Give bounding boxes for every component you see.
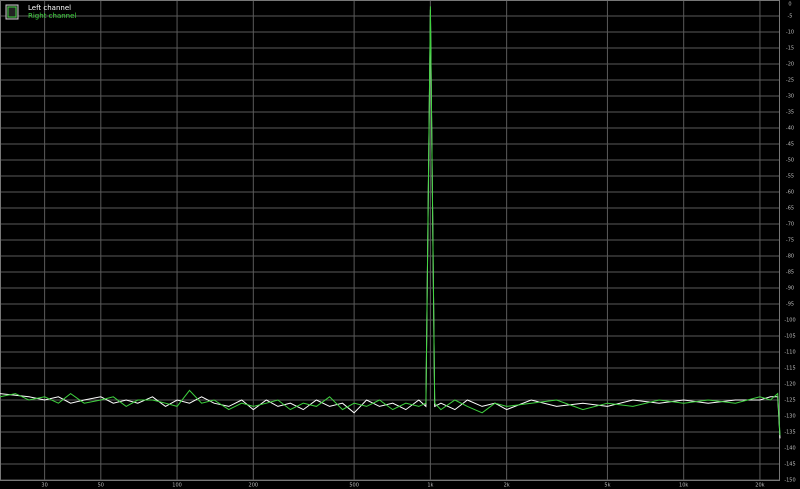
legend-entry: Right channel [28,12,76,20]
y-tick-label: -55 [786,174,794,180]
y-tick-label: -40 [786,126,794,132]
y-tick-label: -130 [784,414,795,420]
y-tick-label: -115 [784,366,795,372]
y-tick-label: -70 [786,222,794,228]
legend-icon [5,4,19,20]
y-tick-label: -100 [784,318,795,324]
y-tick-label: -60 [786,190,794,196]
series-line [0,6,781,436]
x-tick-label: 2k [504,483,510,489]
y-tick-label: -105 [784,334,795,340]
x-tick-label: 10k [679,483,688,489]
y-tick-label: -80 [786,254,794,260]
y-tick-label: -10 [786,30,794,36]
y-tick-label: -50 [786,158,794,164]
y-tick-label: -125 [784,398,795,404]
x-tick-label: 500 [349,483,359,489]
plot-frame [0,0,780,481]
x-tick-label: 5k [604,483,610,489]
y-tick-label: 0 [788,2,791,8]
y-tick-label: -120 [784,382,795,388]
y-tick-label: -90 [786,286,794,292]
y-tick-label: -145 [784,462,795,468]
y-tick-label: -110 [784,350,795,356]
y-tick-label: -85 [786,270,794,276]
y-tick-label: -35 [786,110,794,116]
y-tick-label: -20 [786,62,794,68]
x-tick-label: 30 [41,483,47,489]
y-tick-label: -135 [784,430,795,436]
y-tick-label: -95 [786,302,794,308]
x-tick-label: 20k [755,483,764,489]
y-tick-label: -75 [786,238,794,244]
legend-icon-inner [7,6,17,18]
legend-entry: Left channel [28,4,71,12]
x-tick-label: 1k [427,483,433,489]
y-tick-label: -45 [786,142,794,148]
y-tick-label: -25 [786,78,794,84]
x-tick-label: 200 [249,483,259,489]
y-tick-label: -5 [788,14,793,20]
y-tick-label: -65 [786,206,794,212]
y-tick-label: -30 [786,94,794,100]
y-tick-label: -150 [784,478,795,484]
x-tick-label: 50 [98,483,104,489]
x-tick-label: 100 [172,483,182,489]
y-tick-label: -140 [784,446,795,452]
series-line [0,9,781,439]
y-tick-label: -15 [786,46,794,52]
